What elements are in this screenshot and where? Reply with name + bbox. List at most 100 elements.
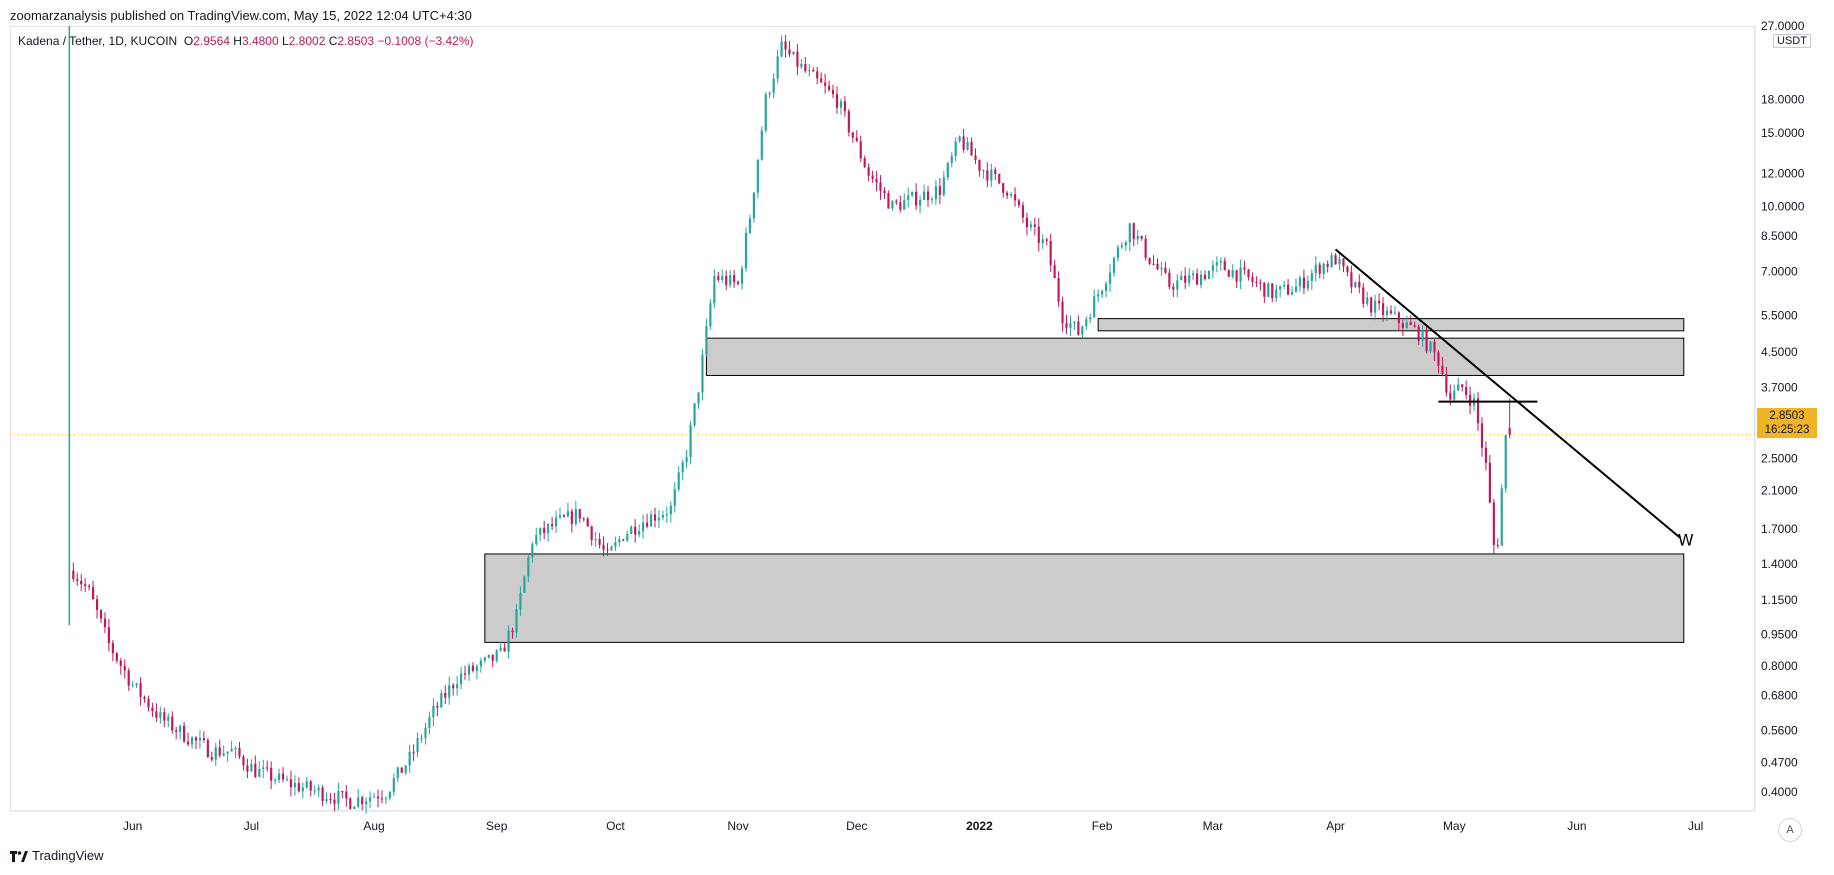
candle-body-2021-07-13 xyxy=(297,783,300,792)
candle-body-2022-02-18 xyxy=(1168,272,1171,287)
candle-body-2022-02-05 xyxy=(1116,247,1120,258)
candle-body-2021-12-25 xyxy=(950,155,953,163)
price-tick-label: 0.4700 xyxy=(1761,756,1798,770)
candle-body-2022-03-08 xyxy=(1239,267,1242,282)
candle-body-2021-08-12 xyxy=(416,738,419,752)
candle-body-2022-04-19 xyxy=(1405,322,1408,328)
candle-body-2021-10-06 xyxy=(634,526,637,535)
candle-body-2021-10-04 xyxy=(626,533,629,541)
candle-body-2021-09-07 xyxy=(519,592,522,610)
candle-body-2021-05-24 xyxy=(99,610,103,619)
candle-body-2021-06-27 xyxy=(234,748,237,750)
candle-body-2021-07-22 xyxy=(333,799,336,804)
candle-body-2022-02-11 xyxy=(1140,236,1143,239)
candle-body-2021-06-12 xyxy=(175,730,178,732)
tradingview-logo-icon xyxy=(10,850,28,862)
close-value: 2.8503 xyxy=(337,34,375,48)
candle-body-2021-12-05 xyxy=(871,175,874,179)
candle-body-2021-12-17 xyxy=(919,200,922,206)
candle-body-2022-02-16 xyxy=(1160,267,1163,270)
candle-body-2022-05-08 xyxy=(1480,423,1484,448)
time-tick-label: Mar xyxy=(1203,819,1224,833)
candle-body-2022-05-07 xyxy=(1476,398,1480,424)
candle-body-2022-04-13 xyxy=(1381,303,1385,315)
candle-body-2022-01-29 xyxy=(1089,317,1092,320)
candle-body-2021-10-23 xyxy=(701,354,704,393)
price-tick-label: 0.9500 xyxy=(1761,628,1798,642)
candle-body-2021-05-19 xyxy=(80,580,83,585)
candle-body-2021-12-22 xyxy=(938,186,941,195)
candle-body-2021-11-20 xyxy=(812,70,815,72)
candle-body-2021-11-22 xyxy=(820,78,823,83)
candle-body-2022-01-08 xyxy=(1006,192,1009,196)
candle-body-2022-05-03 xyxy=(1461,384,1464,388)
candle-body-2021-05-26 xyxy=(107,627,111,644)
candle-body-2021-08-24 xyxy=(463,673,467,675)
candle-body-2022-02-06 xyxy=(1120,245,1123,248)
candle-body-2021-09-11 xyxy=(535,534,538,544)
candle-body-2022-03-07 xyxy=(1235,270,1238,282)
candle-body-2021-07-09 xyxy=(281,773,285,780)
candle-body-2021-05-23 xyxy=(95,599,99,611)
candle-body-2021-10-30 xyxy=(729,275,732,285)
time-tick-label: 2022 xyxy=(966,819,993,833)
candle-body-2022-03-13 xyxy=(1259,282,1262,284)
candle-body-2021-10-14 xyxy=(665,514,668,516)
price-tick-label: 0.5600 xyxy=(1761,724,1798,738)
candle-body-2021-06-06 xyxy=(151,707,154,712)
candle-body-2022-04-04 xyxy=(1346,266,1349,273)
candle-body-2021-09-14 xyxy=(547,524,550,534)
candle-body-2022-01-06 xyxy=(998,173,1001,184)
candle-body-2021-10-05 xyxy=(630,526,633,534)
candle-body-2021-07-03 xyxy=(258,768,261,777)
candle-body-2021-11-27 xyxy=(839,101,843,108)
candle-body-2021-12-18 xyxy=(922,191,926,201)
candle-body-2021-08-25 xyxy=(467,665,471,675)
candle-body-2021-08-13 xyxy=(420,737,423,739)
candle-body-2022-05-01 xyxy=(1453,390,1456,400)
candle-body-2021-10-16 xyxy=(673,489,676,506)
candle-body-2022-04-21 xyxy=(1413,325,1416,327)
candle-body-2021-09-09 xyxy=(527,557,530,577)
candle-body-2022-01-14 xyxy=(1029,224,1032,228)
candle-body-2022-02-13 xyxy=(1148,257,1151,264)
price-tick-label: 18.0000 xyxy=(1761,93,1805,107)
candle-body-2022-05-15 xyxy=(1508,428,1511,435)
candle-body-2021-05-29 xyxy=(119,660,122,666)
publish-info: zoomarzanalysis published on TradingView… xyxy=(10,8,472,23)
candle-body-2021-10-20 xyxy=(689,425,692,458)
auto-scale-button[interactable]: A xyxy=(1778,818,1802,842)
candle-body-2021-12-26 xyxy=(954,141,957,156)
candle-body-2022-01-20 xyxy=(1053,265,1056,279)
candle-body-2021-10-27 xyxy=(717,276,720,280)
candle-body-2021-11-15 xyxy=(792,51,795,55)
candle-body-2022-03-01 xyxy=(1211,265,1214,272)
candle-body-2022-04-27 xyxy=(1437,352,1440,366)
candle-body-2021-11-18 xyxy=(804,64,807,72)
candle-body-2022-03-22 xyxy=(1294,286,1298,293)
candle-body-2021-09-16 xyxy=(554,517,558,527)
candle-body-2021-09-01 xyxy=(495,650,498,661)
candle-body-2021-08-27 xyxy=(475,666,479,671)
candle-body-2021-05-22 xyxy=(92,586,95,600)
candle-body-2021-06-29 xyxy=(242,756,245,766)
candle-body-2021-11-25 xyxy=(831,89,835,95)
candle-body-2021-10-28 xyxy=(721,276,724,280)
candle-body-2022-03-26 xyxy=(1310,273,1313,282)
candle-body-2022-02-19 xyxy=(1172,286,1175,290)
candle-body-2021-06-16 xyxy=(190,737,194,745)
candle-body-2021-12-23 xyxy=(942,177,945,195)
candle-body-2022-01-07 xyxy=(1002,183,1005,193)
candle-body-2021-07-16 xyxy=(309,781,312,791)
candle-body-2022-04-14 xyxy=(1385,310,1389,315)
candle-body-2021-10-10 xyxy=(649,514,653,527)
candle-body-2021-07-08 xyxy=(277,773,281,780)
candle-body-2021-12-13 xyxy=(903,200,906,210)
candle-body-2021-11-11 xyxy=(776,56,779,79)
candle-body-2021-08-04 xyxy=(384,798,387,800)
candle-body-2021-08-15 xyxy=(428,717,431,728)
time-tick-label: Oct xyxy=(606,819,625,833)
time-tick-label: May xyxy=(1443,819,1466,833)
candle-body-2021-08-20 xyxy=(448,685,451,698)
